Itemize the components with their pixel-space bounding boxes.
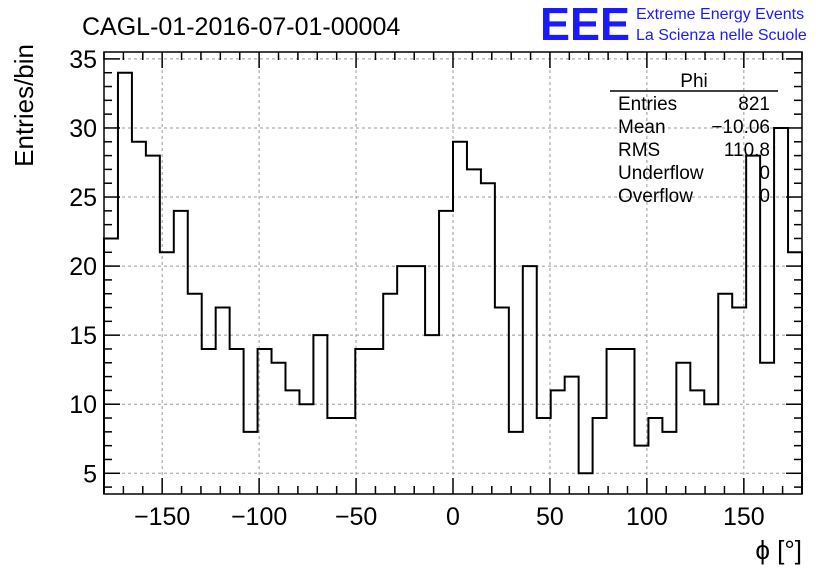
stats-row-label: Underflow xyxy=(618,163,704,184)
stats-box: Phi Entries 821 Mean −10.06 RMS 110.8 Underflo… xyxy=(610,71,778,207)
stats-row-label: Overflow xyxy=(618,186,693,207)
x-tick-label: −150 xyxy=(134,503,190,531)
histogram-series-phi xyxy=(103,71,803,494)
y-axis-label: Entries/bin xyxy=(9,44,39,167)
x-axis-label: ϕ [°] xyxy=(755,535,802,565)
x-tick-label: 50 xyxy=(536,503,564,531)
stats-row-label: Entries xyxy=(618,94,677,115)
chart-title: CAGL-01-2016-07-01-00004 xyxy=(82,13,400,41)
x-tick-label: −50 xyxy=(335,503,377,531)
eee-logo-line2: La Scienza nelle Scuole xyxy=(636,27,807,44)
tick-labels: −150 −100 −50 0 50 100 150 5 10 15 20 25 30 35 xyxy=(69,46,765,531)
stats-row-value: 821 xyxy=(738,94,770,115)
y-tick-label: 25 xyxy=(69,184,97,212)
stats-row-label: Mean xyxy=(618,117,666,138)
y-tick-label: 5 xyxy=(83,460,97,488)
stats-row-value: 0 xyxy=(759,186,770,207)
eee-logo-mark: EEE xyxy=(540,0,630,50)
eee-logo: EEE Extreme Energy Events La Scienza nel… xyxy=(540,0,807,50)
axis-ticks xyxy=(103,52,803,494)
x-tick-label: 0 xyxy=(446,503,460,531)
y-tick-label: 20 xyxy=(69,253,97,281)
stats-box-title: Phi xyxy=(680,71,707,92)
x-tick-label: 100 xyxy=(626,503,668,531)
y-tick-label: 10 xyxy=(69,391,97,419)
y-tick-label: 30 xyxy=(69,115,97,143)
stats-row-value: 0 xyxy=(759,163,770,184)
x-tick-label: 150 xyxy=(723,503,765,531)
stats-row-value: −10.06 xyxy=(711,117,770,138)
y-tick-label: 15 xyxy=(69,322,97,350)
stats-row-value: 110.8 xyxy=(724,140,770,161)
y-tick-label: 35 xyxy=(69,46,97,74)
grid-lines xyxy=(104,52,802,494)
x-tick-label: −100 xyxy=(231,503,287,531)
eee-logo-line1: Extreme Energy Events xyxy=(636,6,804,23)
stats-row-label: RMS xyxy=(618,140,660,161)
